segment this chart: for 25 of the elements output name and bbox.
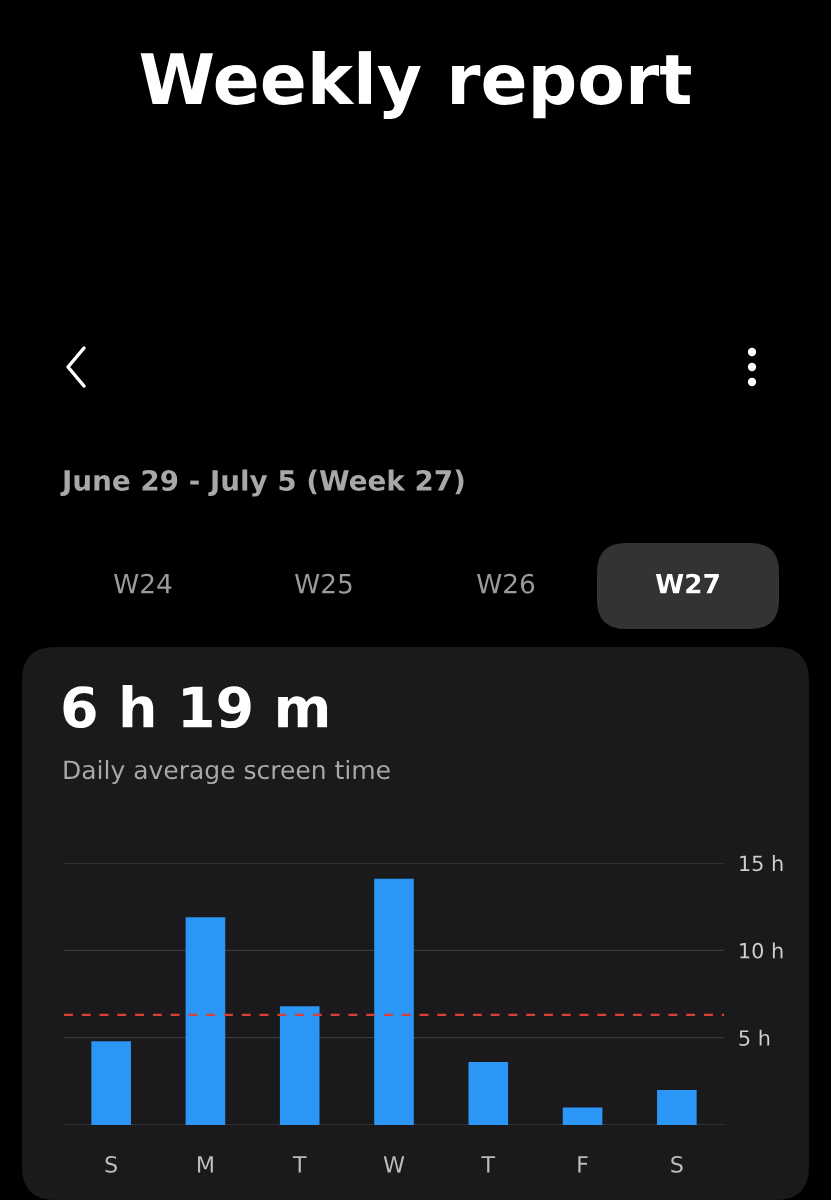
text: W25 xyxy=(295,573,352,594)
text: W27 xyxy=(655,573,719,594)
y-tick-label: 10 h xyxy=(740,942,783,959)
chart-subtitle: June 29 - July 5 (Week 27) xyxy=(60,469,464,497)
bar xyxy=(562,1107,603,1125)
y-tick-label: 15 h xyxy=(740,855,783,872)
text: Daily average screen time xyxy=(64,759,390,785)
x-tick-label: T xyxy=(292,1156,307,1173)
bar xyxy=(185,917,226,1125)
bar xyxy=(468,1062,509,1125)
text: W24 xyxy=(114,573,172,594)
bar xyxy=(657,1090,697,1125)
bar xyxy=(91,1041,131,1125)
chart-title: Weekly report xyxy=(140,51,691,119)
text: 6 h 19 m xyxy=(63,685,328,729)
y-tick-label: 5 h xyxy=(739,1029,770,1046)
x-tick-label: W xyxy=(383,1156,405,1173)
bar xyxy=(374,878,414,1125)
x-tick-label: S xyxy=(105,1155,117,1173)
x-tick-label: S xyxy=(671,1155,683,1173)
text: W26 xyxy=(477,573,535,594)
x-tick-label: F xyxy=(578,1156,588,1173)
x-tick-label: T xyxy=(481,1156,496,1173)
x-tick-label: M xyxy=(198,1156,213,1173)
bar xyxy=(279,1006,320,1125)
